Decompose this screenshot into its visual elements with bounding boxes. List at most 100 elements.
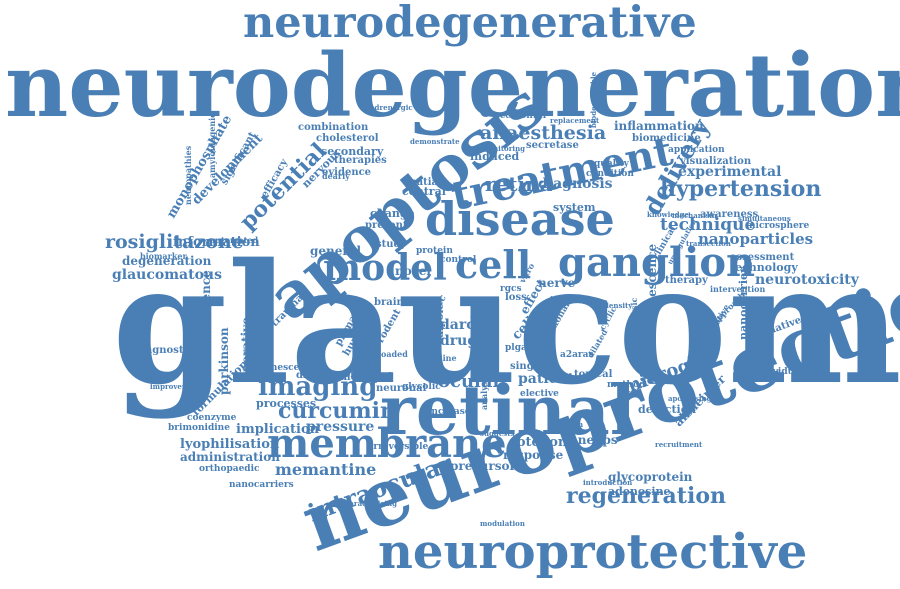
- word-cloud-word: response: [503, 448, 564, 462]
- word-cloud-word: significant: [219, 130, 259, 187]
- word-cloud-word: protein: [416, 246, 453, 256]
- word-cloud-word: coenzyme: [187, 413, 237, 423]
- word-cloud-word: neuropathies: [183, 145, 193, 205]
- word-cloud-word: induced: [470, 150, 520, 163]
- word-cloud-word: anaesthesia: [480, 122, 607, 144]
- word-cloud-word: biodegradable: [589, 71, 598, 128]
- word-cloud-word: replacement: [550, 116, 600, 125]
- word-cloud-word: nerve: [538, 276, 576, 290]
- word-cloud-word: model: [323, 247, 447, 289]
- word-cloud-word: a2aras: [560, 350, 594, 360]
- word-cloud-word: plga: [505, 343, 527, 353]
- word-cloud-word: evidence: [322, 167, 372, 178]
- word-cloud-word: cholesterol: [316, 133, 379, 144]
- word-cloud-word: spatial: [404, 177, 442, 188]
- word-cloud-word: anepps: [570, 433, 618, 447]
- word-cloud-word: application: [668, 145, 725, 155]
- word-cloud-word: ocular: [438, 371, 503, 392]
- word-cloud-word: adenosine: [608, 485, 671, 498]
- word-cloud-word: characterising: [340, 499, 397, 508]
- word-cloud-word: recruitment: [655, 440, 703, 449]
- word-cloud-word: adrenergic: [370, 103, 413, 112]
- word-cloud-word: glaucomatous: [112, 267, 222, 283]
- word-cloud-word: ganglion: [558, 239, 756, 286]
- word-cloud-word: quality: [594, 159, 629, 169]
- word-cloud-word: neuronal: [376, 383, 427, 394]
- word-cloud-word: glaucoma: [112, 227, 900, 421]
- word-cloud-word: central: [402, 185, 446, 198]
- word-cloud-word: microsphere: [746, 221, 810, 231]
- word-cloud-word: system: [553, 201, 596, 214]
- word-cloud-word: hypertension: [660, 176, 822, 202]
- word-cloud-word: rgcs: [500, 284, 522, 294]
- word-cloud-word: modulation: [480, 519, 525, 528]
- word-cloud-word: transection: [686, 239, 731, 248]
- word-cloud-word: glycoprotein: [608, 470, 693, 484]
- word-cloud-word: simultaneous: [738, 214, 791, 223]
- word-cloud-word: neuroprotective: [378, 524, 808, 580]
- word-cloud-word: diagnosis: [538, 176, 613, 192]
- word-cloud-word: automated: [210, 235, 259, 245]
- word-cloud-word: pressure: [306, 419, 375, 435]
- word-cloud-word: decline: [424, 353, 457, 363]
- word-cloud-word: degeneration: [122, 254, 212, 268]
- word-cloud-word: inflammation: [614, 119, 704, 133]
- word-cloud-word: rotenone: [510, 435, 576, 450]
- word-cloud-word: retinal: [380, 371, 636, 451]
- word-cloud-word: dearly: [322, 171, 350, 181]
- word-cloud-word: suggests: [480, 429, 515, 438]
- word-cloud-word: secondary: [321, 145, 384, 158]
- word-cloud-word: increase: [428, 407, 471, 417]
- word-cloud-word: orthopaedic: [199, 464, 260, 474]
- word-cloud-word: study: [376, 239, 407, 250]
- word-cloud-word: mechanism: [672, 211, 717, 220]
- word-cloud-word: improvement: [150, 382, 203, 391]
- word-cloud-word: precursor: [450, 459, 516, 473]
- word-cloud-word: accidental: [494, 111, 547, 121]
- word-cloud-word: topical: [574, 369, 613, 380]
- word-cloud-word: awareness: [700, 209, 759, 220]
- word-cloud-word: lyophilisation: [180, 437, 280, 452]
- word-cloud-word: note: [474, 350, 499, 361]
- word-cloud-word: assessment: [730, 252, 795, 263]
- word-cloud-word: technology: [730, 261, 798, 274]
- word-cloud-word: present: [365, 220, 408, 231]
- word-cloud-word: therapies: [334, 155, 387, 166]
- word-cloud-word: density: [604, 301, 633, 310]
- word-cloud-word: retina: [485, 172, 553, 196]
- word-cloud-word: imaging: [258, 372, 378, 402]
- word-cloud-word: secretase: [526, 140, 579, 151]
- word-cloud-word: regeneration: [566, 483, 726, 509]
- word-cloud-word: biology: [344, 370, 381, 380]
- word-cloud-word: method: [607, 380, 646, 390]
- word-cloud-word: rosiglitazone: [105, 231, 244, 253]
- word-cloud-word: mediated: [340, 372, 393, 383]
- word-cloud-word: change: [370, 207, 415, 220]
- word-cloud-word: loaded: [378, 349, 408, 359]
- word-cloud-word: senescent: [260, 363, 311, 373]
- word-cloud-word: cell: [455, 242, 532, 287]
- word-cloud-word: patient: [518, 371, 575, 387]
- word-cloud-word: knowledge: [647, 210, 689, 219]
- word-cloud-word: nanoparticles: [698, 230, 814, 248]
- word-cloud-word: novel: [395, 264, 431, 278]
- word-cloud-word: administration: [180, 450, 280, 464]
- word-cloud-word: real: [470, 314, 492, 325]
- word-cloud-word: demonstrate: [410, 137, 460, 146]
- word-cloud-word: introduction: [583, 478, 633, 487]
- word-cloud-word: biomedicine: [632, 133, 701, 144]
- word-cloud-word: analysis: [479, 374, 489, 410]
- word-cloud-word: general: [310, 244, 362, 258]
- word-cloud-word: visualization: [680, 156, 752, 167]
- word-cloud-word: loss: [505, 292, 527, 303]
- word-cloud-word: brimonidine: [168, 423, 230, 433]
- word-cloud-word: intervention: [710, 284, 766, 294]
- word-cloud-word: irreversible: [370, 442, 429, 452]
- word-cloud-word: nanocarriers: [229, 480, 294, 490]
- word-cloud-word: condition: [586, 169, 634, 179]
- word-cloud-word: science: [640, 373, 690, 387]
- word-cloud-word: brain: [374, 297, 404, 308]
- word-cloud-word: fluorescence: [199, 270, 213, 355]
- word-cloud-word: information: [173, 235, 260, 250]
